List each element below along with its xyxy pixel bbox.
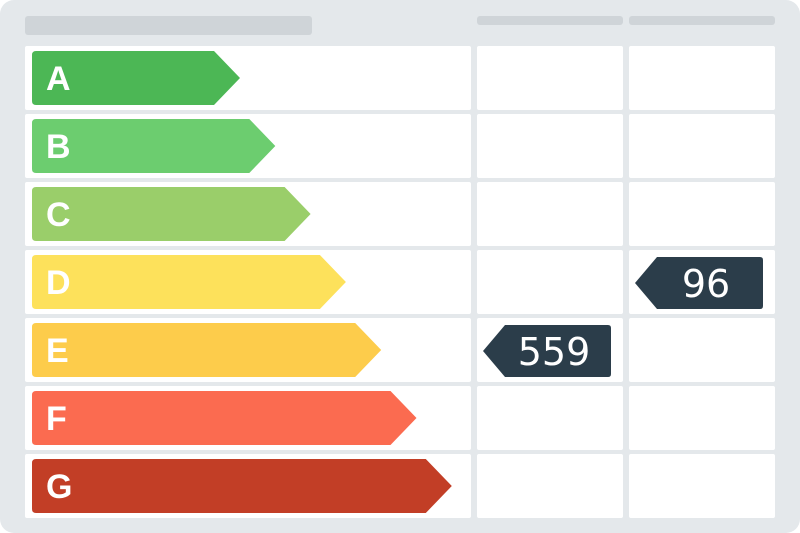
rating-letter: C [46,196,71,234]
cell [477,182,623,246]
header-bar [477,16,623,25]
rating-letter: D [46,264,71,302]
cell [477,386,623,450]
indicator-arrow [483,325,611,377]
indicator-value: 559 [518,330,591,374]
rating-arrow [32,119,276,173]
cell [629,318,775,382]
rating-arrow [32,323,382,377]
rating-letter: E [46,332,69,370]
rating-letter: A [46,60,71,98]
rating-letter: G [46,468,72,506]
rating-arrow [32,255,346,309]
indicators: 559 96 [483,257,763,377]
rating-arrow [32,187,311,241]
rating-letter: F [46,400,67,438]
watermark: habitadia [344,250,457,278]
rating-arrow [32,51,240,105]
cell [477,114,623,178]
indicator-value: 96 [682,262,730,306]
cell [629,454,775,518]
cell [629,386,775,450]
cell [477,454,623,518]
cell [629,46,775,110]
cell [629,114,775,178]
rating-arrow [32,391,417,445]
cell [477,46,623,110]
rating-letter: B [46,128,71,166]
indicator-arrow [635,257,763,309]
header-bar [629,16,775,25]
cell [477,250,623,314]
cell [629,182,775,246]
header-bar [25,16,312,35]
rating-arrow [32,459,452,513]
